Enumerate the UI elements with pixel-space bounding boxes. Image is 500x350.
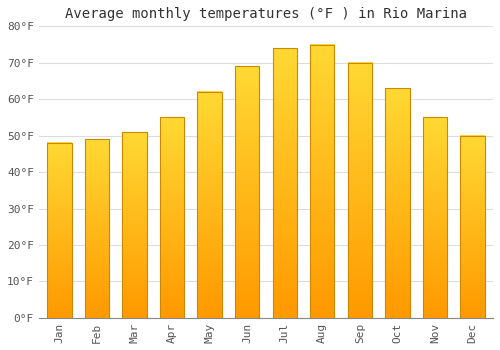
Bar [160, 117, 184, 318]
Bar [198, 92, 222, 318]
Bar [460, 136, 484, 318]
Bar [385, 88, 409, 318]
Bar [460, 136, 484, 318]
Bar [385, 88, 409, 318]
Bar [348, 63, 372, 318]
Title: Average monthly temperatures (°F ) in Rio Marina: Average monthly temperatures (°F ) in Ri… [65, 7, 467, 21]
Bar [48, 143, 72, 318]
Bar [85, 139, 109, 318]
Bar [310, 44, 334, 318]
Bar [235, 66, 260, 318]
Bar [272, 48, 297, 318]
Bar [348, 63, 372, 318]
Bar [85, 139, 109, 318]
Bar [48, 143, 72, 318]
Bar [122, 132, 146, 318]
Bar [310, 44, 334, 318]
Bar [160, 117, 184, 318]
Bar [198, 92, 222, 318]
Bar [272, 48, 297, 318]
Bar [122, 132, 146, 318]
Bar [235, 66, 260, 318]
Bar [422, 117, 447, 318]
Bar [422, 117, 447, 318]
